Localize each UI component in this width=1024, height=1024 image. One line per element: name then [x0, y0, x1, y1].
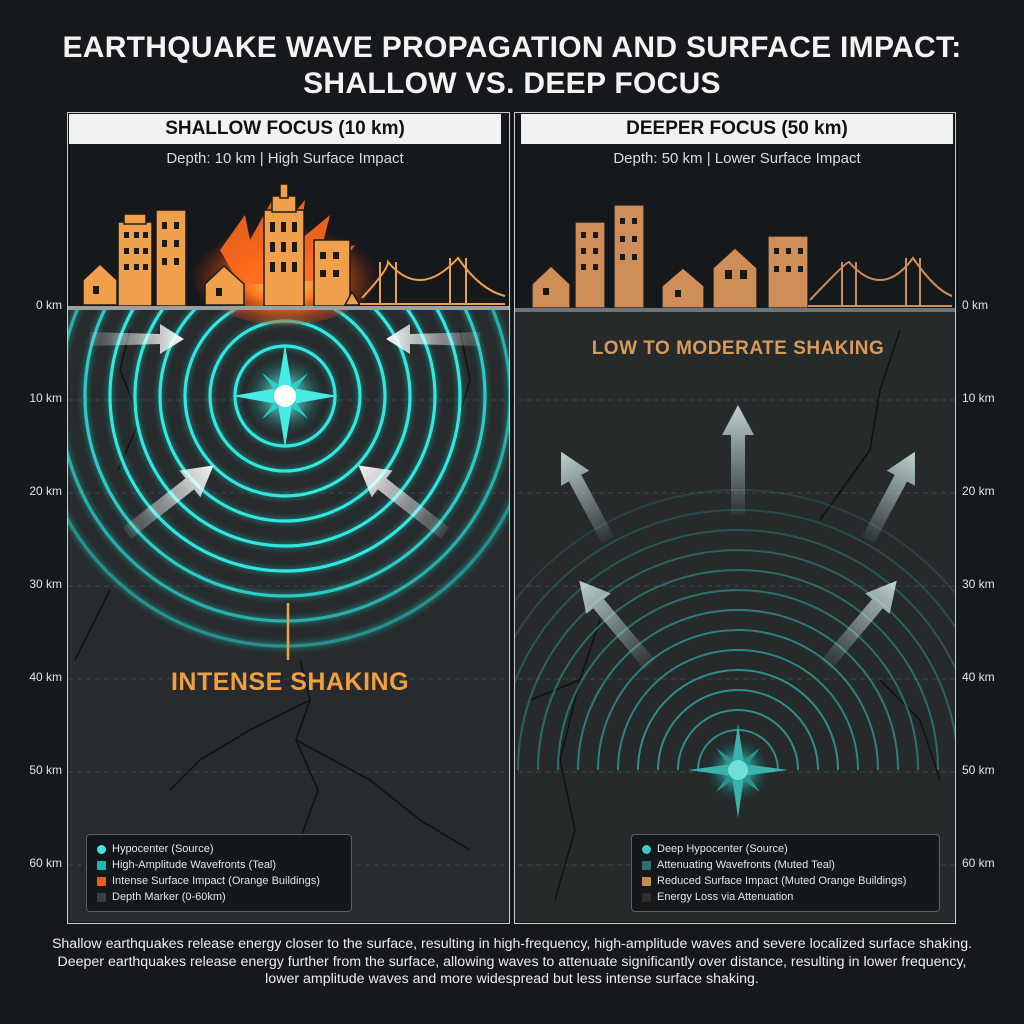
- right-legend: Deep Hypocenter (Source) Attenuating Wav…: [631, 834, 940, 912]
- legend-item: Attenuating Wavefronts (Muted Teal): [642, 857, 929, 873]
- depth-label-left-50: 50 km: [29, 763, 62, 777]
- right-panel-subtitle: Depth: 50 km | Lower Surface Impact: [613, 150, 861, 167]
- left-inward-arrows: [90, 324, 480, 539]
- left-panel-header: SHALLOW FOCUS (10 km): [69, 114, 501, 144]
- depth-marker-swatch-icon: [97, 892, 106, 902]
- depth-label-right-30: 30 km: [962, 577, 995, 591]
- legend-text: Hypocenter (Source): [112, 843, 214, 855]
- legend-item: Intense Surface Impact (Orange Buildings…: [97, 873, 341, 889]
- depth-label-left-30: 30 km: [29, 577, 62, 591]
- depth-label-left-10: 10 km: [29, 391, 62, 405]
- right-hypocenter-icon: [688, 724, 788, 818]
- legend-text: Reduced Surface Impact (Muted Orange Bui…: [657, 875, 907, 887]
- hypocenter-swatch-icon: [97, 844, 106, 854]
- surface-impact-swatch-icon: [97, 876, 106, 886]
- depth-label-left-40: 40 km: [29, 670, 62, 684]
- diagram-title: EARTHQUAKE WAVE PROPAGATION AND SURFACE …: [0, 30, 1024, 102]
- depth-label-right-50: 50 km: [962, 763, 995, 777]
- left-panel-subtitle: Depth: 10 km | High Surface Impact: [166, 150, 404, 167]
- legend-item: Energy Loss via Attenuation: [642, 889, 929, 905]
- legend-item: Reduced Surface Impact (Muted Orange Bui…: [642, 873, 929, 889]
- right-outward-arrows: [561, 405, 915, 670]
- left-wavefronts: [68, 310, 509, 649]
- legend-item: High-Amplitude Wavefronts (Teal): [97, 857, 341, 873]
- depth-label-left-60: 60 km: [29, 856, 62, 870]
- depth-label-left-20: 20 km: [29, 484, 62, 498]
- left-surface-line: [68, 306, 509, 310]
- depth-label-right-10: 10 km: [962, 391, 995, 405]
- legend-item: Hypocenter (Source): [97, 841, 341, 857]
- moderate-shaking-label: LOW TO MODERATE SHAKING: [591, 338, 885, 359]
- legend-text: Energy Loss via Attenuation: [657, 891, 794, 903]
- legend-item: Depth Marker (0-60km): [97, 889, 341, 905]
- left-legend: Hypocenter (Source) High-Amplitude Wavef…: [86, 834, 352, 912]
- deep-hypocenter-swatch-icon: [642, 844, 651, 854]
- attenuating-wavefront-swatch-icon: [642, 860, 651, 870]
- depth-label-right-0: 0 km: [962, 298, 989, 312]
- depth-label-right-20: 20 km: [962, 484, 995, 498]
- legend-text: Intense Surface Impact (Orange Buildings…: [112, 875, 320, 887]
- left-city-buildings: [82, 183, 506, 325]
- caption-text: Shallow earthquakes release energy close…: [51, 936, 973, 987]
- legend-text: Depth Marker (0-60km): [112, 891, 226, 903]
- intense-shaking-label: INTENSE SHAKING: [170, 668, 410, 696]
- legend-text: Deep Hypocenter (Source): [657, 843, 788, 855]
- depth-label-left-0: 0 km: [35, 298, 62, 312]
- depth-label-right-60: 60 km: [962, 856, 995, 870]
- right-surface-line: [515, 308, 955, 312]
- right-panel-header: DEEPER FOCUS (50 km): [521, 114, 953, 144]
- legend-text: High-Amplitude Wavefronts (Teal): [112, 859, 277, 871]
- depth-label-right-40: 40 km: [962, 670, 995, 684]
- legend-item: Deep Hypocenter (Source): [642, 841, 929, 857]
- wavefront-swatch-icon: [97, 860, 106, 870]
- reduced-impact-swatch-icon: [642, 876, 651, 886]
- title-line-2: SHALLOW VS. DEEP FOCUS: [303, 67, 721, 100]
- panel-divider: [509, 112, 515, 924]
- title-line-1: EARTHQUAKE WAVE PROPAGATION AND SURFACE …: [62, 31, 962, 64]
- left-hypocenter-icon: [232, 344, 338, 448]
- legend-text: Attenuating Wavefronts (Muted Teal): [657, 859, 835, 871]
- energy-loss-swatch-icon: [642, 892, 651, 902]
